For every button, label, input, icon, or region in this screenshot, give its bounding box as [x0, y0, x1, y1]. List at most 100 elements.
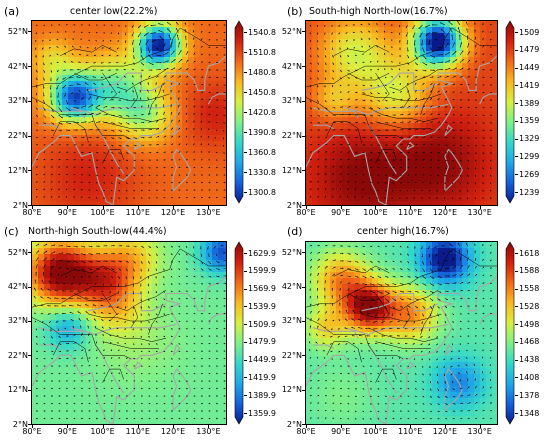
- lon-tick: [444, 206, 446, 209]
- lon-tick-label: 90°E: [57, 427, 77, 436]
- colorbar-tick-label: 1599.9: [248, 266, 276, 276]
- lon-tick: [102, 425, 104, 428]
- lon-tick: [173, 206, 175, 209]
- lat-tick-label: 52°N: [7, 26, 28, 36]
- colorbar-tick: [515, 85, 518, 87]
- lat-tick: [28, 424, 31, 425]
- colorbar-tick: [244, 72, 247, 73]
- lat-tick-label: 12°N: [7, 385, 28, 395]
- lat-tick-label: 12°N: [7, 165, 28, 175]
- colorbar-tick: [244, 132, 247, 133]
- panel-title: center high(16.7%): [357, 226, 449, 237]
- lon-tick-label: 110°E: [398, 427, 423, 436]
- lat-tick: [302, 205, 305, 206]
- colorbar-tick: [515, 103, 518, 105]
- lat-tick: [302, 31, 305, 33]
- colorbar-tick-label: 1479.9: [248, 337, 276, 347]
- colorbar-tick: [244, 172, 247, 173]
- panel-tag: (a): [4, 5, 20, 18]
- lon-tick-label: 100°E: [363, 208, 388, 217]
- colorbar-tick-label: 1468: [519, 337, 540, 347]
- map-frame: [31, 20, 227, 206]
- lat-tick-label: 2°N: [286, 200, 302, 210]
- colorbar-tick-label: 1360.8: [248, 147, 276, 157]
- colorbar-tick-label: 1348: [519, 408, 540, 418]
- lon-tick-label: 80°E: [22, 427, 42, 436]
- colorbar-tick-label: 1480.8: [248, 67, 276, 77]
- lon-tick: [102, 206, 104, 209]
- field-map: [32, 21, 226, 205]
- lat-tick: [28, 355, 31, 357]
- lon-tick-label: 80°E: [296, 427, 316, 436]
- colorbar-tick: [244, 395, 247, 397]
- coastlines: [32, 275, 226, 424]
- colorbar-tick-label: 1329: [519, 134, 540, 144]
- lat-tick: [302, 100, 305, 102]
- lon-tick: [32, 425, 33, 428]
- field-shading: [306, 21, 497, 205]
- colorbar-tick-label: 1528: [519, 301, 540, 311]
- colorbar-tick: [244, 112, 247, 113]
- lat-tick-label: 32°N: [281, 316, 302, 326]
- colorbar-tick: [515, 395, 518, 397]
- lon-tick-label: 100°E: [90, 427, 115, 436]
- colorbar-tick: [515, 174, 518, 176]
- colorbar-tick-label: 1420.8: [248, 107, 276, 117]
- lat-tick-label: 12°N: [281, 385, 302, 395]
- lon-tick: [479, 206, 481, 209]
- lat-tick-label: 42°N: [7, 282, 28, 292]
- colorbar-tick: [244, 92, 247, 93]
- lat-tick: [302, 389, 305, 391]
- colorbar-tick-label: 1509: [519, 27, 540, 37]
- lon-tick: [137, 206, 139, 209]
- lon-tick: [208, 425, 210, 428]
- colorbar-tick-label: 1408: [519, 372, 540, 382]
- colorbar-tick: [515, 359, 518, 361]
- panel-tag: (c): [4, 225, 19, 238]
- colorbar-tick: [244, 253, 247, 254]
- lat-tick-label: 22°N: [7, 350, 28, 360]
- lon-tick: [32, 206, 33, 209]
- colorbar-tick: [515, 32, 518, 33]
- lat-tick: [302, 252, 305, 254]
- map-frame: [31, 241, 227, 425]
- colorbar: [505, 20, 515, 204]
- lon-tick-label: 80°E: [296, 208, 316, 217]
- map-frame: [305, 20, 498, 206]
- lon-tick: [306, 206, 307, 209]
- lon-tick: [375, 206, 377, 209]
- colorbar-tick-label: 1300.8: [248, 187, 276, 197]
- lon-tick-label: 110°E: [398, 208, 423, 217]
- colorbar-tick-label: 1389: [519, 98, 540, 108]
- field-shading: [32, 242, 226, 424]
- lon-tick: [208, 206, 210, 209]
- coastlines: [306, 275, 497, 424]
- colorbar-tick: [515, 49, 518, 51]
- panel-tag: (b): [287, 5, 303, 18]
- lat-tick: [28, 135, 31, 137]
- colorbar-tick-label: 1378: [519, 390, 540, 400]
- lon-tick-label: 90°E: [57, 208, 77, 217]
- lat-tick-label: 2°N: [286, 419, 302, 429]
- lat-tick-label: 12°N: [281, 165, 302, 175]
- colorbar-tick-label: 1569.9: [248, 284, 276, 294]
- colorbar-tick-label: 1330.8: [248, 167, 276, 177]
- lat-tick-label: 52°N: [281, 247, 302, 257]
- colorbar-tick: [515, 270, 518, 272]
- colorbar-tick-label: 1359.9: [248, 408, 276, 418]
- lat-tick: [28, 286, 31, 288]
- colorbar-tick: [515, 192, 518, 193]
- field-map: [306, 21, 497, 205]
- lat-tick: [28, 170, 31, 172]
- field-shading: [32, 21, 226, 205]
- lat-tick: [28, 389, 31, 391]
- lon-tick-label: 110°E: [125, 427, 150, 436]
- panel-tag: (d): [287, 225, 303, 238]
- lon-tick: [67, 425, 69, 428]
- lon-tick: [137, 425, 139, 428]
- borders: [32, 248, 226, 383]
- colorbar-tick: [244, 270, 247, 272]
- wind-vectors: [33, 243, 226, 420]
- lat-tick: [28, 320, 31, 322]
- lon-tick-label: 120°E: [160, 208, 186, 217]
